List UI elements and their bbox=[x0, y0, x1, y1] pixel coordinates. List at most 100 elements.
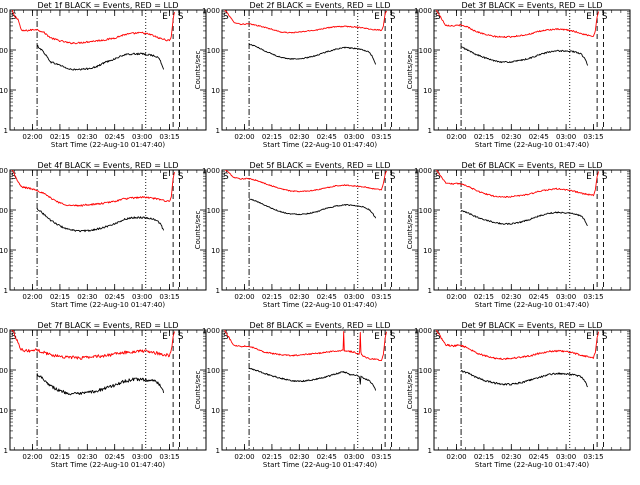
axis-frame bbox=[221, 169, 419, 291]
y-tick-label: 10 bbox=[211, 247, 220, 255]
event-marker-label: S bbox=[178, 12, 184, 22]
y-tick-label: 1 bbox=[4, 127, 8, 135]
x-tick-label: 03:15 bbox=[583, 133, 603, 141]
event-marker-label: S bbox=[435, 12, 441, 22]
x-tick-label: 02:45 bbox=[529, 133, 549, 141]
y-axis-label: Counts/sec bbox=[194, 371, 202, 410]
y-tick-label: 100 bbox=[419, 367, 432, 375]
x-tick-label: 02:30 bbox=[77, 453, 97, 461]
event-marker-label: S bbox=[390, 12, 396, 22]
y-tick-label: 100 bbox=[207, 207, 220, 215]
x-tick-label: 02:45 bbox=[317, 293, 337, 301]
x-tick-label: 03:00 bbox=[132, 293, 152, 301]
events-series-line bbox=[461, 210, 588, 226]
y-tick-label: 1 bbox=[428, 287, 432, 295]
axis-frame bbox=[221, 9, 419, 131]
event-marker-label: S bbox=[435, 332, 441, 342]
y-tick-label: 10 bbox=[0, 407, 8, 415]
x-axis-label: Start Time (22-Aug-10 01:47:40) bbox=[51, 461, 165, 469]
y-tick-label: 1 bbox=[216, 447, 220, 455]
x-tick-label: 02:30 bbox=[289, 133, 309, 141]
y-tick-label: 1000 bbox=[0, 327, 8, 335]
x-axis-label: Start Time (22-Aug-10 01:47:40) bbox=[51, 301, 165, 309]
event-marker-label: S bbox=[11, 172, 17, 182]
y-tick-label: 10 bbox=[423, 247, 432, 255]
axis-frame bbox=[9, 9, 207, 131]
x-axis-label: Start Time (22-Aug-10 01:47:40) bbox=[475, 461, 589, 469]
event-marker-label: S bbox=[602, 172, 608, 182]
panel-title: Det 7f BLACK = Events, RED = LLD bbox=[37, 321, 178, 330]
x-tick-label: 02:30 bbox=[289, 293, 309, 301]
event-marker-label: E bbox=[162, 332, 168, 342]
y-axis-label: Counts/sec bbox=[194, 211, 202, 250]
lld-series-line bbox=[11, 330, 175, 360]
y-tick-label: 1000 bbox=[202, 327, 220, 335]
x-tick-label: 03:15 bbox=[159, 453, 179, 461]
axis-frame bbox=[433, 169, 631, 291]
x-tick-label: 02:45 bbox=[105, 293, 125, 301]
y-tick-label: 100 bbox=[207, 47, 220, 55]
y-tick-label: 100 bbox=[419, 207, 432, 215]
x-tick-label: 02:15 bbox=[50, 133, 70, 141]
event-marker-label: S bbox=[435, 172, 441, 182]
y-axis-label: Counts/sec bbox=[406, 371, 414, 410]
y-axis-label: Counts/sec bbox=[406, 211, 414, 250]
events-series-line bbox=[248, 367, 377, 391]
lld-series-line bbox=[224, 170, 387, 193]
x-tick-label: 03:15 bbox=[159, 293, 179, 301]
x-tick-label: 03:00 bbox=[132, 133, 152, 141]
x-tick-label: 02:15 bbox=[50, 293, 70, 301]
x-tick-label: 02:30 bbox=[77, 293, 97, 301]
y-tick-label: 1000 bbox=[414, 327, 432, 335]
y-tick-label: 1000 bbox=[414, 7, 432, 15]
x-axis-label: Start Time (22-Aug-10 01:47:40) bbox=[263, 141, 377, 149]
y-tick-label: 100 bbox=[419, 47, 432, 55]
events-series-line bbox=[36, 373, 165, 396]
y-tick-label: 1000 bbox=[202, 7, 220, 15]
x-tick-label: 02:15 bbox=[474, 453, 494, 461]
event-marker-label: E bbox=[374, 332, 380, 342]
y-tick-label: 1 bbox=[216, 287, 220, 295]
x-tick-label: 02:45 bbox=[529, 453, 549, 461]
y-axis-label: Counts/sec bbox=[406, 51, 414, 90]
detector-panel: Det 3f BLACK = Events, RED = LLD 1 10 100 10… bbox=[406, 1, 631, 149]
y-tick-label: 1000 bbox=[0, 7, 8, 15]
events-series-line bbox=[460, 46, 589, 66]
x-tick-label: 02:30 bbox=[77, 133, 97, 141]
x-tick-label: 02:30 bbox=[501, 453, 521, 461]
lld-series-line bbox=[436, 170, 599, 199]
panel-title: Det 5f BLACK = Events, RED = LLD bbox=[249, 161, 390, 170]
y-tick-label: 100 bbox=[0, 367, 8, 375]
x-tick-label: 02:00 bbox=[446, 453, 466, 461]
y-tick-label: 100 bbox=[0, 47, 8, 55]
events-series-line bbox=[248, 43, 377, 65]
events-series-line bbox=[36, 207, 165, 233]
events-series-line bbox=[248, 198, 377, 219]
lld-series-line bbox=[436, 330, 599, 360]
x-tick-label: 03:00 bbox=[556, 453, 576, 461]
y-tick-label: 1 bbox=[4, 447, 8, 455]
x-tick-label: 02:15 bbox=[474, 133, 494, 141]
lld-series-line bbox=[224, 330, 387, 362]
events-series-line bbox=[37, 44, 165, 71]
event-marker-label: S bbox=[223, 172, 229, 182]
detector-panel: Det 6f BLACK = Events, RED = LLD 1 10 100 10… bbox=[406, 161, 631, 309]
panel-title: Det 4f BLACK = Events, RED = LLD bbox=[37, 161, 178, 170]
x-tick-label: 02:00 bbox=[234, 453, 254, 461]
y-tick-label: 1 bbox=[428, 127, 432, 135]
y-tick-label: 10 bbox=[0, 87, 8, 95]
y-tick-label: 100 bbox=[207, 367, 220, 375]
panel-title: Det 9f BLACK = Events, RED = LLD bbox=[461, 321, 602, 330]
event-marker-label: E bbox=[374, 172, 380, 182]
event-marker-label: S bbox=[11, 332, 17, 342]
x-tick-label: 02:30 bbox=[501, 133, 521, 141]
panel-title: Det 3f BLACK = Events, RED = LLD bbox=[461, 1, 602, 10]
x-tick-label: 02:15 bbox=[262, 133, 282, 141]
event-marker-label: S bbox=[602, 12, 608, 22]
axis-frame bbox=[221, 329, 419, 451]
detector-panel: Det 7f BLACK = Events, RED = LLD 1 10 100 10… bbox=[0, 321, 207, 469]
x-tick-label: 03:00 bbox=[556, 293, 576, 301]
y-tick-label: 10 bbox=[423, 407, 432, 415]
x-tick-label: 02:45 bbox=[317, 133, 337, 141]
